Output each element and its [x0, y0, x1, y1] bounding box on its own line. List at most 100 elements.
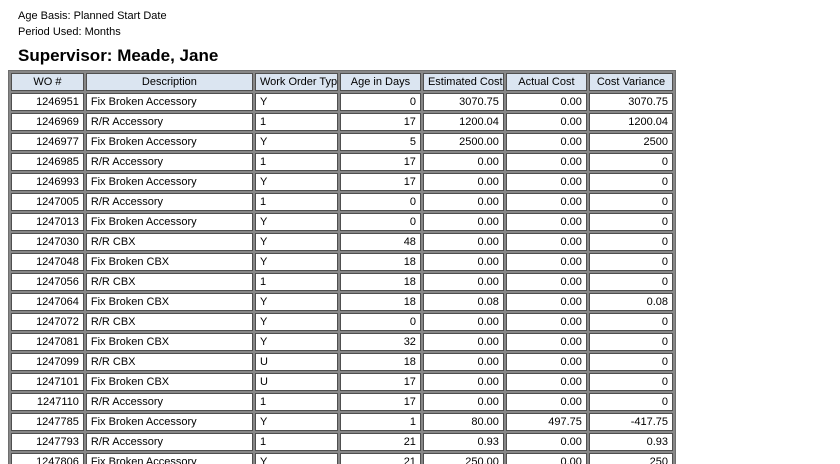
wo-number-cell: 1247806 — [11, 453, 84, 464]
age-in-days-cell: 0 — [339, 313, 421, 331]
wo-number-cell: 1247056 — [11, 273, 84, 291]
work-order-type-cell: U — [254, 353, 338, 371]
table-row: 1247806 Fix Broken Accessory Y 21 250.00 0.00… — [11, 453, 673, 464]
estimated-cost-cell: 0.00 — [422, 333, 504, 351]
table-row: 1247072 R/R CBX Y 0 0.00 0.00 0 — [11, 313, 673, 331]
wo-number-cell: 1247072 — [11, 313, 84, 331]
table-header-row: WO # Description Work Order Type Age in Day… — [11, 73, 673, 91]
actual-cost-cell: 0.00 — [505, 253, 587, 271]
work-order-type-cell: 1 — [254, 273, 338, 291]
actual-cost-cell: 0.00 — [505, 233, 587, 251]
actual-cost-cell: 0.00 — [505, 133, 587, 151]
work-order-type-cell: U — [254, 373, 338, 391]
wo-number-cell: 1246993 — [11, 173, 84, 191]
work-order-type-cell: Y — [254, 413, 338, 431]
column-header-work-order-type: Work Order Type — [254, 73, 338, 91]
table-row: 1247013 Fix Broken Accessory Y 0 0.00 0.00 0 — [11, 213, 673, 231]
wo-number-cell: 1247013 — [11, 213, 84, 231]
table-row: 1247110 R/R Accessory 1 17 0.00 0.00 0 — [11, 393, 673, 411]
work-order-type-cell: 1 — [254, 153, 338, 171]
cost-variance-cell: 0 — [588, 373, 673, 391]
table-row: 1247030 R/R CBX Y 48 0.00 0.00 0 — [11, 233, 673, 251]
age-in-days-cell: 32 — [339, 333, 421, 351]
column-header-estimated-cost: Estimated Cost — [422, 73, 504, 91]
cost-variance-cell: 250 — [588, 453, 673, 464]
cost-variance-cell: 0 — [588, 353, 673, 371]
description-cell: Fix Broken CBX — [85, 293, 253, 311]
actual-cost-cell: 0.00 — [505, 433, 587, 451]
estimated-cost-cell: 0.00 — [422, 233, 504, 251]
actual-cost-cell: 0.00 — [505, 333, 587, 351]
age-in-days-cell: 0 — [339, 93, 421, 111]
table-row: 1246951 Fix Broken Accessory Y 0 3070.75 0.00… — [11, 93, 673, 111]
age-in-days-cell: 17 — [339, 153, 421, 171]
wo-number-cell: 1247101 — [11, 373, 84, 391]
wo-number-cell: 1247110 — [11, 393, 84, 411]
column-header-actual-cost: Actual Cost — [505, 73, 587, 91]
age-in-days-cell: 18 — [339, 293, 421, 311]
actual-cost-cell: 0.00 — [505, 173, 587, 191]
estimated-cost-cell: 0.00 — [422, 393, 504, 411]
description-cell: R/R Accessory — [85, 153, 253, 171]
cost-variance-cell: 3070.75 — [588, 93, 673, 111]
table-row: 1247101 Fix Broken CBX U 17 0.00 0.00 0 — [11, 373, 673, 391]
work-order-type-cell: Y — [254, 253, 338, 271]
table-row: 1247056 R/R CBX 1 18 0.00 0.00 0 — [11, 273, 673, 291]
column-header-wo: WO # — [11, 73, 84, 91]
description-cell: R/R Accessory — [85, 393, 253, 411]
column-header-cost-variance: Cost Variance — [588, 73, 673, 91]
actual-cost-cell: 0.00 — [505, 453, 587, 464]
estimated-cost-cell: 2500.00 — [422, 133, 504, 151]
wo-number-cell: 1247793 — [11, 433, 84, 451]
cost-variance-cell: 0.93 — [588, 433, 673, 451]
estimated-cost-cell: 0.08 — [422, 293, 504, 311]
work-order-type-cell: 1 — [254, 193, 338, 211]
cost-variance-cell: 0 — [588, 213, 673, 231]
actual-cost-cell: 497.75 — [505, 413, 587, 431]
cost-variance-cell: 0 — [588, 233, 673, 251]
column-header-age-in-days: Age in Days — [339, 73, 421, 91]
work-order-type-cell: Y — [254, 293, 338, 311]
cost-variance-cell: 0 — [588, 333, 673, 351]
table-row: 1246977 Fix Broken Accessory Y 5 2500.00 0.00… — [11, 133, 673, 151]
wo-number-cell: 1247030 — [11, 233, 84, 251]
description-cell: R/R Accessory — [85, 113, 253, 131]
estimated-cost-cell: 0.00 — [422, 193, 504, 211]
description-cell: Fix Broken CBX — [85, 373, 253, 391]
cost-variance-cell: 0.08 — [588, 293, 673, 311]
estimated-cost-cell: 0.00 — [422, 373, 504, 391]
work-order-type-cell: Y — [254, 213, 338, 231]
cost-variance-cell: 0 — [588, 393, 673, 411]
work-order-type-cell: Y — [254, 233, 338, 251]
period-used-label: Period Used: Months — [18, 26, 121, 38]
estimated-cost-cell: 0.00 — [422, 273, 504, 291]
description-cell: Fix Broken Accessory — [85, 173, 253, 191]
cost-variance-cell: 0 — [588, 253, 673, 271]
wo-number-cell: 1246977 — [11, 133, 84, 151]
age-in-days-cell: 5 — [339, 133, 421, 151]
age-in-days-cell: 18 — [339, 273, 421, 291]
wo-number-cell: 1246985 — [11, 153, 84, 171]
description-cell: R/R Accessory — [85, 433, 253, 451]
column-header-description: Description — [85, 73, 253, 91]
table-row: 1247064 Fix Broken CBX Y 18 0.08 0.00 0.08 — [11, 293, 673, 311]
wo-number-cell: 1247005 — [11, 193, 84, 211]
work-order-type-cell: Y — [254, 93, 338, 111]
estimated-cost-cell: 0.93 — [422, 433, 504, 451]
table-row: 1247048 Fix Broken CBX Y 18 0.00 0.00 0 — [11, 253, 673, 271]
age-in-days-cell: 17 — [339, 393, 421, 411]
cost-variance-cell: 2500 — [588, 133, 673, 151]
work-order-type-cell: 1 — [254, 393, 338, 411]
description-cell: R/R CBX — [85, 233, 253, 251]
description-cell: Fix Broken CBX — [85, 253, 253, 271]
table-row: 1246985 R/R Accessory 1 17 0.00 0.00 0 — [11, 153, 673, 171]
actual-cost-cell: 0.00 — [505, 393, 587, 411]
wo-number-cell: 1247048 — [11, 253, 84, 271]
actual-cost-cell: 0.00 — [505, 213, 587, 231]
description-cell: R/R Accessory — [85, 193, 253, 211]
cost-variance-cell: 0 — [588, 313, 673, 331]
work-order-type-cell: Y — [254, 133, 338, 151]
table-row: 1247099 R/R CBX U 18 0.00 0.00 0 — [11, 353, 673, 371]
age-in-days-cell: 0 — [339, 193, 421, 211]
